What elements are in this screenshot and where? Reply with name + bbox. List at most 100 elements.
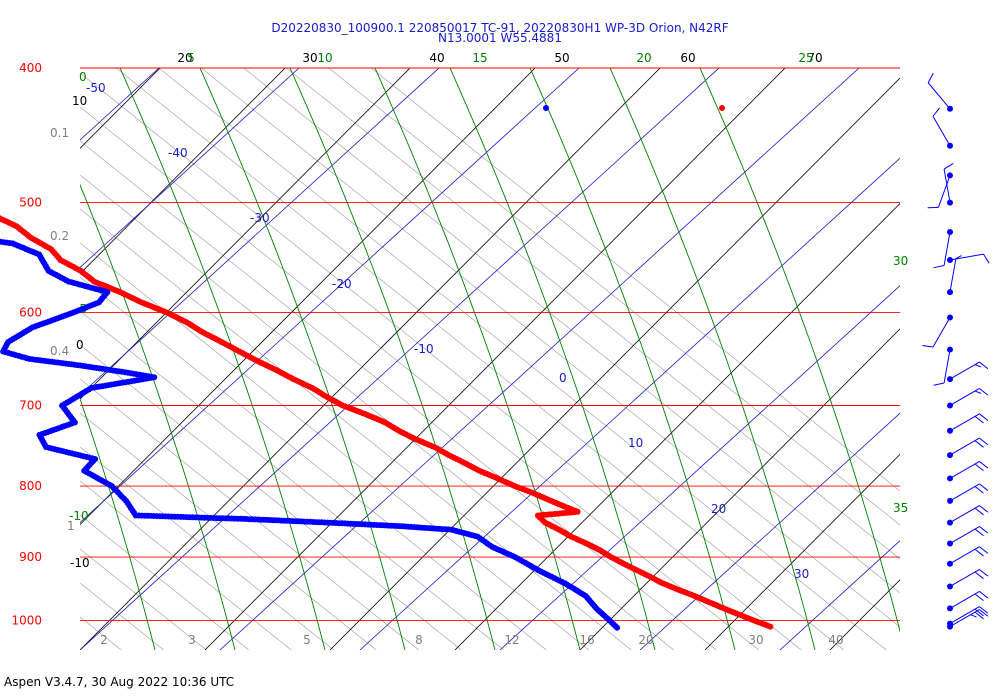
pressure-label: 600	[19, 306, 42, 320]
wind-barb-feather	[974, 608, 984, 617]
moist-adiabat-label: 10	[317, 51, 332, 65]
isotherm-label: -20	[332, 277, 352, 291]
wind-barb-staff	[949, 361, 980, 380]
isotherm-line	[80, 344, 462, 650]
mixing-ratio-line	[80, 68, 580, 524]
mixing-ratio-label: 1	[67, 519, 75, 533]
wind-barb-station	[947, 289, 953, 296]
mixing-ratio-label: 0.4	[50, 344, 69, 358]
wind-barb-feather	[974, 611, 984, 620]
wind-barb-feather	[979, 505, 989, 513]
moist-adiabat-line	[199, 68, 406, 650]
pressure-label: 800	[19, 479, 42, 493]
wind-barb-feather	[922, 344, 934, 348]
wind-barb	[947, 505, 989, 526]
wind-barb-staff	[949, 569, 980, 587]
isotherm-label: 10	[628, 436, 643, 450]
wind-barb	[947, 569, 989, 590]
wind-barb-staff	[932, 317, 951, 348]
wind-barb-station	[947, 172, 953, 179]
wind-barb-staff	[949, 546, 980, 565]
isotherm-label: 0	[559, 371, 567, 385]
wind-barb-feather	[979, 413, 989, 421]
wind-barb-feather	[974, 364, 982, 368]
dry-adiabat-line	[579, 328, 900, 650]
wind-barb-staff	[949, 606, 980, 625]
wind-barb-feather	[979, 461, 989, 469]
wind-barb-feather	[970, 614, 977, 618]
mixing-ratio-line	[219, 68, 860, 650]
wind-barb	[947, 437, 989, 459]
isotherm-line	[80, 242, 589, 650]
wind-barb	[927, 73, 953, 112]
wind-barb-feather	[933, 264, 945, 269]
pressure-label: 1000	[11, 614, 42, 628]
dry-adiabat-label: 50	[554, 51, 569, 65]
wind-barb-staff	[949, 437, 980, 456]
dry-adiabat-line	[80, 68, 286, 275]
wind-barb-station	[947, 623, 953, 630]
wind-barb	[947, 590, 989, 612]
moist-adiabat-label: 25	[798, 51, 813, 65]
dry-adiabat-line	[704, 453, 900, 650]
isotherm-line	[80, 140, 717, 650]
dry-adiabat-line	[80, 68, 661, 650]
wind-barb-feather	[979, 569, 989, 577]
wind-barb-feather	[974, 528, 984, 537]
moist-adiabat-label: 35	[893, 501, 908, 515]
wind-barb-station	[947, 475, 953, 482]
isotherm-line	[115, 68, 844, 650]
mixing-ratio-label: 40	[828, 633, 843, 647]
mixing-ratio-line	[499, 285, 900, 650]
dry-adiabat-label: 30	[302, 51, 317, 65]
wind-barb-staff	[943, 169, 951, 203]
mixing-ratio-label: 2	[100, 633, 108, 647]
moist-adiabat-label: 5	[187, 51, 195, 65]
mixing-ratio-label: 16	[579, 633, 594, 647]
dry-adiabat-line	[955, 48, 1000, 650]
wind-barb-feather	[983, 253, 990, 264]
dry-adiabat-line	[829, 579, 900, 650]
grid-group	[80, 48, 1000, 650]
wind-barb	[947, 413, 989, 434]
wind-barb-station	[947, 142, 953, 149]
isotherm-label: -10	[414, 342, 434, 356]
chart-title: D20220830_100900.1 220850017 TC-91, 2022…	[271, 21, 729, 35]
moist-adiabat-line	[80, 183, 236, 650]
wind-barb-feather	[974, 486, 984, 494]
wind-barb-staff	[949, 253, 984, 261]
wind-barb-feather	[979, 609, 989, 617]
mixing-ratio-label: 5	[303, 633, 311, 647]
wind-barb-feather	[979, 606, 989, 614]
wind-barb-feather	[943, 162, 954, 170]
mixing-ratio-label: 20	[638, 633, 653, 647]
isotherm-label: -50	[86, 81, 106, 95]
wind-barb-feather	[979, 437, 989, 446]
wind-barb-feather	[974, 463, 984, 472]
isotherm-line	[80, 378, 419, 650]
moist-adiabat-line	[609, 68, 816, 650]
wind-barb-feather	[979, 483, 989, 491]
isotherm-line	[285, 68, 900, 560]
wind-barb-staff	[949, 526, 980, 544]
pressure-label: 400	[19, 61, 42, 75]
moist-adiabat-line	[529, 68, 736, 650]
wind-barb-staff	[949, 258, 957, 293]
wind-barb-station	[947, 497, 953, 504]
wind-barb-staff	[949, 461, 980, 479]
wind-barb-feather	[974, 390, 982, 394]
wind-barb-feather	[974, 507, 984, 516]
wind-barb	[947, 526, 989, 547]
dry-adiabat-label: 20	[177, 51, 192, 65]
wind-barb	[927, 172, 953, 209]
dewpoint-point	[543, 105, 549, 111]
pressure-label: 500	[19, 196, 42, 210]
mixing-ratio-line	[920, 58, 1000, 650]
temperature-point	[767, 623, 774, 630]
moist-adiabat-line	[119, 68, 326, 650]
isotherm-line	[158, 68, 887, 650]
chart-subtitle: N13.0001 W55.4881	[438, 31, 562, 45]
wind-barb-feather	[974, 593, 984, 602]
dry-adiabat-label: 60	[680, 51, 695, 65]
